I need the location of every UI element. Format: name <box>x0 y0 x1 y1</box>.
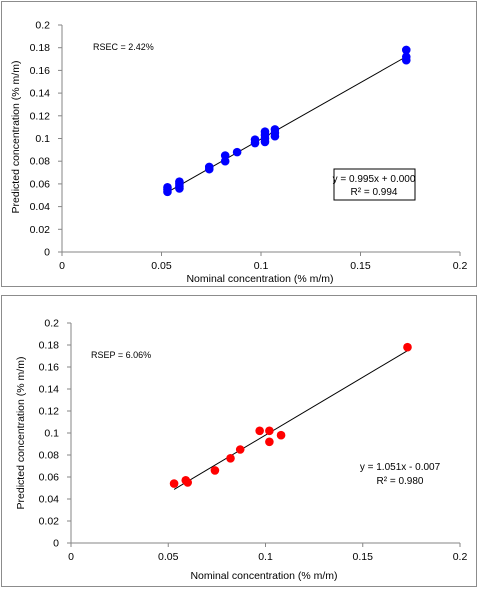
data-point <box>226 454 235 463</box>
x-axis-title: Nominal concentration (% m/m) <box>186 273 333 285</box>
y-tick-label: 0 <box>44 247 50 259</box>
y-tick-label: 0.06 <box>30 178 51 190</box>
chart-panel-validation: 0 0.02 0.04 0.06 0.08 0.1 0.12 0.14 0.16 0.18 0.2 0… <box>1 295 477 587</box>
y-axis-title: Predicted concentration (% m/m) <box>15 357 27 510</box>
data-point <box>232 147 242 157</box>
y-tick-label: 0.2 <box>44 318 59 330</box>
data-point <box>401 52 411 62</box>
trendline <box>173 350 408 490</box>
calibration-chart: 0 0.02 0.04 0.06 0.08 0.1 0.12 0.14 0.16 0.18 0.2 0… <box>10 20 468 286</box>
data-point <box>265 437 274 447</box>
annotation-rsep: RSEP = 6.06% <box>91 350 151 360</box>
y-tick-label: 0.18 <box>39 340 60 352</box>
validation-chart: 0 0.02 0.04 0.06 0.08 0.1 0.12 0.14 0.16 0.18 0.2 0… <box>15 318 468 583</box>
x-tick-label: 0 <box>68 551 74 563</box>
y-tick-label: 0.04 <box>30 201 51 213</box>
y-tick-label: 0.14 <box>30 88 51 100</box>
y-tick-label: 0.12 <box>39 406 60 418</box>
x-tick-label: 0.15 <box>353 551 374 563</box>
regression-equation: y = 0.995x + 0.000 <box>333 174 416 185</box>
y-tick-label: 0.14 <box>39 384 60 396</box>
y-tick-label: 0.2 <box>35 20 50 32</box>
x-tick-label: 0.1 <box>258 551 273 563</box>
y-tick-label: 0.04 <box>39 494 60 506</box>
regression-equation: y = 1.051x - 0.007 <box>360 462 441 473</box>
x-axis-title: Nominal concentration (% m/m) <box>190 570 337 582</box>
x-tick-label: 0.05 <box>151 260 172 272</box>
y-tick-label: 0.12 <box>30 110 51 122</box>
y-tick-label: 0.16 <box>39 362 60 374</box>
r-squared-label: R² = 0.980 <box>377 476 424 487</box>
y-tick-label: 0.16 <box>30 65 51 77</box>
annotation-rsec: RSEC = 2.42% <box>93 42 154 52</box>
x-tick-label: 0.2 <box>453 260 468 272</box>
data-point <box>276 430 286 440</box>
y-tick-label: 0.1 <box>35 133 50 145</box>
y-tick-label: 0.08 <box>30 156 51 168</box>
data-point <box>183 478 192 487</box>
x-tick-label: 0.2 <box>453 551 468 563</box>
y-tick-label: 0 <box>53 538 59 550</box>
data-point <box>265 426 274 436</box>
data-point <box>204 162 214 172</box>
data-point <box>175 177 184 186</box>
y-tick-label: 0.06 <box>39 472 60 484</box>
data-point <box>250 135 260 144</box>
chart-content: 0 0.02 0.04 0.06 0.08 0.1 0.12 0.14 0.16 0.18 0.2 0… <box>39 318 468 564</box>
y-tick-label: 0.02 <box>30 224 51 236</box>
y-tick-label: 0.18 <box>30 42 51 54</box>
y-tick-label: 0.1 <box>44 428 59 440</box>
chart-panel-calibration: 0 0.02 0.04 0.06 0.08 0.1 0.12 0.14 0.16 0.18 0.2 0… <box>1 1 477 287</box>
data-point <box>210 466 220 475</box>
data-point <box>260 127 270 136</box>
x-tick-label: 0.05 <box>158 551 179 563</box>
x-tick-label: 0 <box>59 260 65 272</box>
data-point <box>163 183 172 192</box>
y-tick-label: 0.02 <box>39 516 60 528</box>
x-tick-label: 0.15 <box>350 260 371 272</box>
data-point <box>235 445 245 454</box>
y-axis-title: Predicted concentration (% m/m) <box>10 61 22 214</box>
x-tick-label: 0.1 <box>254 260 269 272</box>
r-squared-label: R² = 0.994 <box>351 187 398 198</box>
chart-content: 0 0.02 0.04 0.06 0.08 0.1 0.12 0.14 0.16 0.18 0.2 0… <box>30 20 468 273</box>
data-point <box>169 479 179 488</box>
data-point <box>270 125 280 134</box>
equation-box <box>333 168 416 201</box>
data-point <box>255 426 264 436</box>
data-point <box>401 45 411 55</box>
data-point <box>403 342 412 352</box>
y-tick-label: 0.08 <box>39 450 60 462</box>
data-point <box>220 151 230 160</box>
